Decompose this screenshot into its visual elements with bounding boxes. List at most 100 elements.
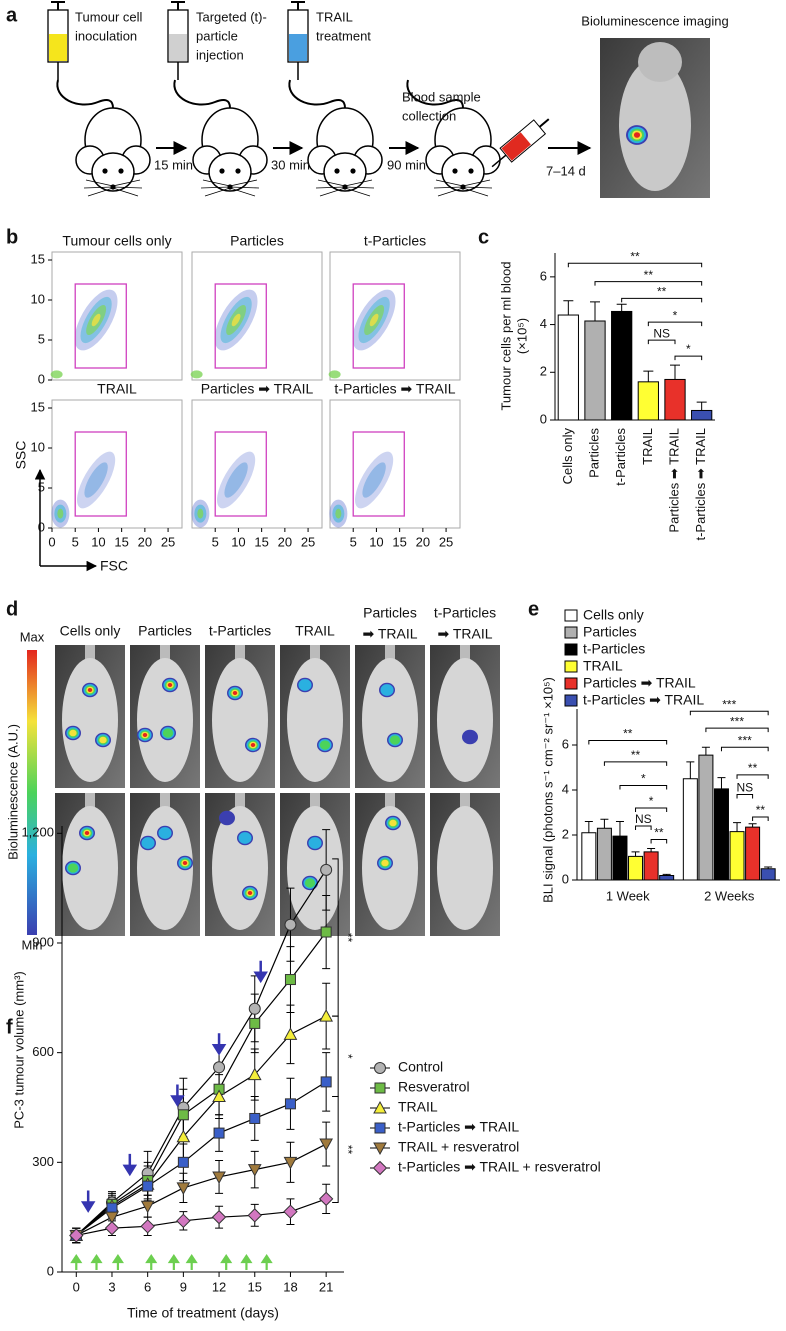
- y-tick-label: 10: [31, 439, 45, 454]
- density-region: [355, 451, 394, 509]
- signal-blob: [84, 830, 90, 836]
- bli-image: [355, 793, 425, 936]
- signal-blob: [219, 810, 235, 826]
- significance-label: **: [630, 249, 640, 263]
- series-line: [75, 931, 327, 1236]
- photo-tail: [160, 645, 170, 663]
- event-cloud: [50, 289, 118, 379]
- significance-bracket: [720, 746, 769, 752]
- signal-blob: [462, 729, 478, 745]
- step-label: Blood sample: [402, 89, 481, 104]
- marker: [283, 1156, 298, 1170]
- significance-label: NS: [635, 812, 652, 826]
- bar: [557, 314, 579, 421]
- step-label: Tumour cell: [75, 9, 143, 24]
- bli-image: [55, 645, 125, 788]
- event-cloud: [51, 451, 116, 528]
- interval-label: 7–14 d: [546, 163, 586, 178]
- legend-swatch: [564, 677, 578, 690]
- plot-frame: [191, 251, 323, 381]
- mouse: [288, 79, 383, 197]
- significance-bracket: [752, 816, 769, 821]
- significance-label: *: [673, 308, 678, 322]
- colour-scale: [27, 650, 37, 935]
- mouse: [56, 79, 152, 197]
- panel-label: e: [528, 598, 539, 620]
- series-line: [75, 1081, 327, 1236]
- bar: [698, 754, 714, 881]
- significance-bracket: [705, 727, 769, 733]
- event-cloud: [190, 289, 258, 379]
- treatment-arrow: [185, 1254, 198, 1270]
- signal-blob: [298, 679, 312, 691]
- column-header: ➡ TRAIL: [362, 626, 417, 642]
- error-bar: [701, 746, 710, 756]
- panel-label: f: [6, 1016, 13, 1038]
- density-region: [84, 462, 108, 498]
- signal-blob: [142, 732, 148, 738]
- column-header: t-Particles: [434, 605, 496, 621]
- marker: [213, 1127, 225, 1139]
- x-tick-label: 15: [392, 534, 406, 549]
- y-tick-label: 6: [540, 268, 547, 283]
- bar: [745, 826, 761, 881]
- y-tick-label: 900: [32, 934, 54, 949]
- bar: [596, 827, 612, 881]
- legend-marker: [374, 1062, 386, 1074]
- bli-image: [430, 793, 500, 936]
- legend-swatch: [564, 609, 578, 622]
- significance-bracket: [736, 774, 769, 779]
- step-label: injection: [196, 47, 244, 62]
- density-region: [335, 508, 342, 519]
- y-tick-label: 300: [32, 1154, 54, 1169]
- marker: [249, 1112, 261, 1124]
- flow-title: Particles: [230, 233, 284, 249]
- syringe-plunger: [538, 118, 550, 128]
- significance-label: *: [641, 772, 646, 786]
- density-region: [50, 370, 63, 379]
- y-tick-label: 2: [540, 364, 547, 379]
- treatment-arrow: [111, 1254, 124, 1270]
- marker: [284, 918, 297, 931]
- bli-image: [205, 645, 275, 788]
- y-tick-label: 5: [38, 479, 45, 494]
- gate: [74, 431, 127, 517]
- significance-label: **: [657, 285, 667, 299]
- x-tick-label: 10: [91, 534, 105, 549]
- legend-label: t-Particles: [583, 641, 645, 657]
- density-region: [231, 313, 241, 327]
- step-label: treatment: [316, 28, 371, 43]
- legend-label: Particles ➡ TRAIL: [583, 675, 696, 691]
- y-tick-label: 0: [47, 1263, 54, 1278]
- marker: [140, 1219, 155, 1234]
- legend-label: Cells only: [583, 607, 644, 623]
- significance-bracket: [332, 1015, 339, 1098]
- bli-image: [280, 645, 350, 788]
- gate: [352, 283, 405, 369]
- photo-mouse: [62, 806, 118, 930]
- x-tick-label: 9: [180, 1279, 187, 1294]
- legend-label: TRAIL + resveratrol: [398, 1139, 519, 1155]
- flow-title: t-Particles: [364, 233, 426, 249]
- significance-bracket: [332, 1096, 339, 1204]
- panel-label: a: [6, 4, 18, 26]
- x-tick-label: 20: [278, 534, 292, 549]
- event-cloud: [328, 289, 396, 379]
- x-tick-label: 15: [248, 1279, 262, 1294]
- legend-label: t-Particles ➡ TRAIL: [398, 1119, 519, 1135]
- signal-blob: [167, 682, 173, 688]
- significance-bracket: [603, 761, 668, 766]
- photo-mouse: [437, 658, 493, 782]
- panel-label: c: [478, 226, 489, 248]
- significance-bracket: [619, 785, 668, 790]
- interval-label: 15 min: [154, 157, 193, 172]
- significance-label: NS: [653, 326, 670, 340]
- y-axis-title: Tumour cells per ml blood: [498, 261, 513, 410]
- marker: [176, 1129, 191, 1143]
- x-axis-title: Time of treatment (days): [127, 1305, 279, 1321]
- syringe-needle: [491, 154, 507, 168]
- error-bar: [717, 777, 726, 789]
- gate: [352, 431, 405, 517]
- photo-mouse: [212, 658, 268, 782]
